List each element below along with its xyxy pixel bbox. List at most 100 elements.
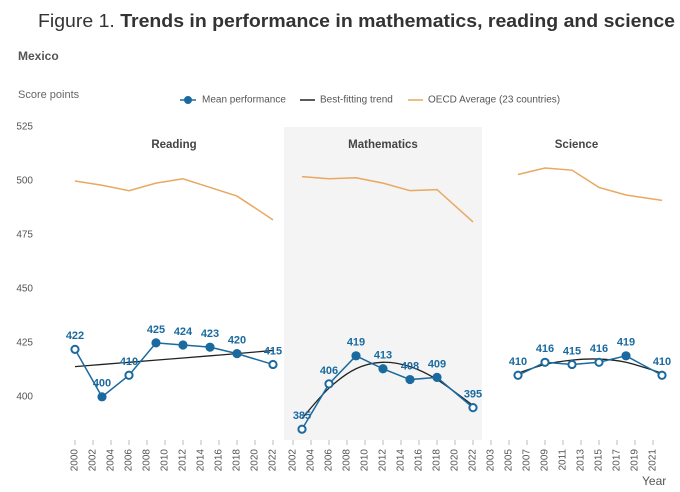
mean-marker (432, 372, 442, 382)
legend-label: OECD Average (23 countries) (428, 95, 560, 106)
x-tick-label: 2022 (268, 449, 279, 472)
x-tick-label: 2008 (342, 449, 353, 472)
oecd-line (517, 167, 663, 202)
x-tick-label: 2006 (124, 449, 135, 472)
mean-marker (513, 370, 523, 380)
mean-marker (378, 364, 388, 374)
x-tick-label: 2006 (324, 449, 335, 472)
mean-marker (351, 351, 361, 361)
mean-marker (468, 403, 478, 413)
data-label: 413 (374, 350, 392, 362)
data-label: 419 (347, 337, 365, 349)
data-label: 423 (201, 328, 219, 340)
figure-label: Figure 1. (38, 11, 115, 31)
legend-marker (184, 96, 192, 104)
y-tick-label: 475 (16, 230, 33, 241)
data-label: 408 (401, 360, 419, 372)
data-label: 415 (563, 345, 581, 357)
data-label: 410 (509, 356, 527, 368)
x-tick-label: 2021 (648, 449, 659, 472)
panel: Science 2003 2005 2007 2009 2011 2013 2015 2017 2… (486, 139, 672, 471)
panel: Reading 2000 2002 2004 2006 2008 2010 2012 2014 2… (66, 139, 282, 471)
y-tick-label: 425 (16, 338, 33, 349)
x-tick-label: 2014 (396, 449, 407, 472)
x-tick-label: 2000 (70, 449, 81, 472)
x-tick-label: 2022 (468, 449, 479, 472)
data-label: 400 (93, 378, 111, 390)
x-tick-label: 2008 (142, 449, 153, 472)
data-label: 409 (428, 358, 446, 370)
data-label: 395 (464, 389, 482, 401)
mean-marker (567, 359, 577, 370)
chart-title: Figure 1. Trends in performance in mathe… (38, 11, 675, 31)
x-tick-label: 2012 (378, 449, 389, 472)
x-tick-label: 2015 (594, 449, 605, 472)
data-label: 422 (66, 330, 84, 342)
x-tick-label: 2004 (106, 449, 117, 472)
mean-marker (205, 342, 215, 352)
mean-marker (594, 357, 604, 367)
x-tick-label: 2005 (504, 449, 515, 472)
x-tick-label: 2013 (576, 449, 587, 472)
data-label: 406 (320, 365, 338, 377)
data-label: 416 (590, 343, 608, 355)
title-text: Trends in performance in mathematics, re… (120, 11, 675, 31)
x-tick-label: 2016 (214, 449, 225, 472)
mean-marker (268, 359, 278, 370)
x-tick-label: 2014 (196, 449, 207, 472)
legend-label: Mean performance (202, 95, 286, 106)
x-axis-label: Year (642, 474, 666, 488)
mean-marker (151, 338, 161, 348)
data-label: 424 (174, 326, 193, 338)
mean-marker (297, 424, 307, 434)
mean-marker (324, 379, 334, 389)
mean-marker (124, 370, 134, 380)
mean-marker (657, 370, 667, 380)
x-tick-label: 2020 (450, 449, 461, 472)
legend-label: Best-fitting trend (320, 95, 393, 106)
trend-line (74, 349, 274, 368)
x-tick-label: 2010 (360, 449, 371, 472)
data-label: 415 (264, 345, 282, 357)
y-tick-label: 500 (16, 176, 33, 187)
data-label: 419 (617, 337, 635, 349)
x-tick-label: 2003 (486, 449, 497, 472)
y-tick-label: 450 (16, 284, 33, 295)
mean-marker (70, 344, 80, 354)
x-tick-label: 2010 (160, 449, 171, 472)
x-tick-label: 2002 (88, 449, 99, 472)
oecd-line (301, 175, 474, 223)
mean-marker (621, 351, 631, 361)
x-tick-label: 2019 (630, 449, 641, 472)
data-label: 425 (147, 324, 165, 336)
x-tick-label: 2018 (432, 449, 443, 472)
x-tick-label: 2004 (306, 449, 317, 472)
data-label: 385 (293, 410, 311, 422)
data-label: 416 (536, 343, 554, 355)
mean-marker (97, 392, 107, 402)
panel-title: Mathematics (348, 139, 418, 151)
trend-line (517, 358, 663, 374)
mean-marker (540, 357, 550, 367)
mean-marker (232, 349, 242, 359)
x-tick-label: 2016 (414, 449, 425, 472)
mean-marker (178, 340, 188, 350)
subtitle: Mexico (18, 49, 59, 63)
mean-line (74, 342, 274, 398)
y-axis-label: Score points (18, 89, 80, 101)
x-tick-label: 2017 (612, 449, 623, 472)
panel: Mathematics 2002 2004 2006 2008 2010 2012 2014 2… (284, 127, 482, 471)
y-tick-label: 400 (16, 391, 33, 402)
panel-title: Reading (151, 139, 196, 151)
data-label: 420 (228, 335, 246, 347)
x-tick-label: 2018 (232, 449, 243, 472)
mean-line (517, 355, 663, 376)
x-tick-label: 2007 (522, 449, 533, 472)
x-tick-label: 2012 (178, 449, 189, 472)
mean-marker (405, 374, 415, 385)
data-label: 410 (120, 356, 138, 368)
x-tick-label: 2002 (288, 449, 299, 472)
data-label: 410 (653, 356, 671, 368)
